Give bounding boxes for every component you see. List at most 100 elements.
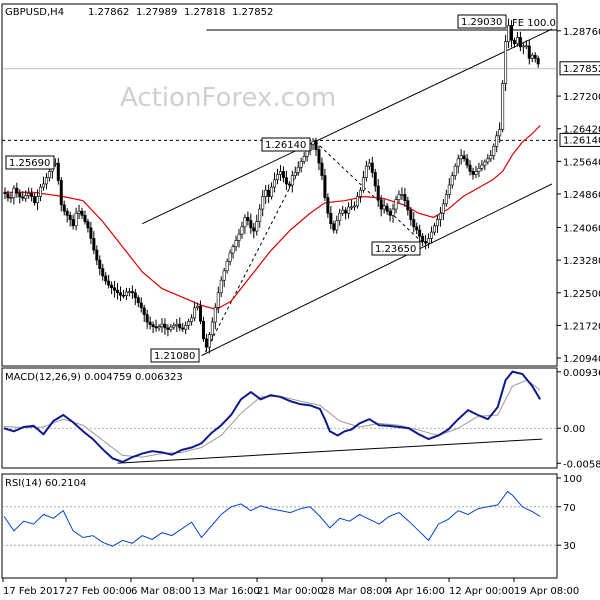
- candle-body: [47, 171, 51, 178]
- macd-series: 0.009367 0.00 -0.005819: [2, 368, 600, 470]
- watermark: ActionForex.com: [120, 83, 336, 113]
- candle-body: [33, 196, 37, 204]
- time-tick-label: 13 Mar 16:00: [193, 586, 260, 597]
- level-badge-text: 1.26140: [563, 135, 600, 146]
- candle-body: [459, 155, 463, 160]
- candle-body: [400, 194, 404, 196]
- candle-body: [527, 45, 531, 59]
- candle-body: [361, 177, 365, 191]
- candle-body: [406, 200, 410, 211]
- candle-body: [515, 37, 519, 45]
- candle-body: [255, 221, 259, 232]
- candle-body: [530, 54, 534, 59]
- candle-body: [341, 209, 345, 214]
- price-annotation-box: [150, 348, 200, 363]
- candle-body: [222, 270, 226, 281]
- price-tick-label: 1.20940: [563, 354, 600, 365]
- candle-body: [198, 305, 202, 322]
- candle-body: [204, 338, 208, 348]
- candle-body: [21, 196, 25, 199]
- candle-body: [56, 162, 60, 181]
- candle-body: [299, 161, 303, 168]
- candle-body: [62, 204, 66, 212]
- price-annotation: 1.21080: [150, 348, 200, 363]
- candle-body: [438, 212, 442, 220]
- candle-body: [326, 197, 330, 214]
- candle-body: [480, 164, 484, 169]
- candle-body: [80, 210, 84, 216]
- candle-body: [489, 155, 493, 160]
- candle-body: [510, 25, 514, 41]
- candle-body: [415, 226, 419, 231]
- candle-body: [287, 183, 291, 186]
- macd-trendline: [117, 438, 543, 464]
- price-tick-label: 1.22500: [563, 289, 600, 300]
- candle-body: [207, 334, 211, 348]
- candle-body: [524, 45, 528, 48]
- candle-body: [284, 177, 288, 185]
- candle-body: [521, 45, 525, 48]
- candle-body: [68, 215, 72, 220]
- price-annotation: 1.25690: [5, 155, 55, 170]
- candle-body: [385, 205, 389, 212]
- channel-line-lower: [201, 183, 553, 356]
- candle-body: [270, 186, 274, 197]
- candle-body: [501, 83, 505, 130]
- rsi-tick-label: 100: [563, 474, 582, 485]
- price-panel-frame: [1, 3, 558, 367]
- time-tick-label: 19 Apr 08:00: [514, 586, 579, 597]
- candle-body: [154, 326, 158, 329]
- candle-body: [74, 212, 78, 227]
- candle-body: [441, 203, 445, 214]
- candle-body: [278, 171, 282, 175]
- time-tick-label: 28 Mar 08:00: [322, 586, 389, 597]
- rsi-series: 100 70 30: [2, 474, 582, 552]
- price-tick-label: 1.21720: [563, 321, 600, 332]
- swing-projection-line: [204, 139, 425, 353]
- candle-body: [477, 167, 481, 172]
- candle-body: [113, 287, 117, 291]
- candle-body: [107, 280, 111, 286]
- candle-body: [92, 238, 96, 251]
- time-tick-label: 6 Mar 08:00: [131, 586, 191, 597]
- candle-body: [353, 205, 357, 208]
- price-annotation: 1.29030: [457, 14, 507, 29]
- candle-body: [471, 171, 475, 175]
- open-value: 1.27862: [88, 7, 129, 18]
- candle-body: [264, 189, 268, 197]
- candle-body: [403, 194, 407, 201]
- moving-average-line: [4, 124, 541, 311]
- candle-body: [196, 305, 200, 309]
- symbol-label: GBPUSD,H4: [5, 7, 64, 18]
- candle-body: [201, 320, 205, 340]
- candle-body: [453, 165, 457, 176]
- candle-body: [486, 158, 490, 163]
- candle-body: [24, 195, 28, 199]
- channel-line-upper: [142, 28, 553, 225]
- candle-body: [130, 291, 134, 294]
- candle-body: [53, 162, 57, 165]
- candle-body: [370, 162, 374, 173]
- time-tick-label: 21 Mar 00:00: [257, 586, 324, 597]
- candle-body: [44, 177, 48, 185]
- candle-body: [397, 194, 401, 200]
- candle-body: [382, 205, 386, 210]
- candle-body: [430, 231, 434, 239]
- rsi-tick-label: 30: [563, 541, 576, 552]
- rsi-line: [3, 490, 541, 547]
- price-annotation-box: [5, 155, 55, 170]
- candle-body: [444, 194, 448, 205]
- level-badge: 1.26140: [559, 132, 600, 147]
- candle-body: [358, 189, 362, 197]
- candle-body: [367, 162, 371, 167]
- high-value: 1.27989: [136, 7, 177, 18]
- candle-body: [317, 149, 321, 164]
- candle-body: [101, 268, 105, 277]
- candle-body: [273, 179, 277, 188]
- candle-body: [335, 220, 339, 231]
- price-tick-label: 1.27200: [563, 92, 600, 103]
- time-tick-label: 27 Feb 00:00: [66, 586, 132, 597]
- candle-body: [95, 249, 99, 261]
- macd-tick-label: 0.009367: [563, 368, 600, 379]
